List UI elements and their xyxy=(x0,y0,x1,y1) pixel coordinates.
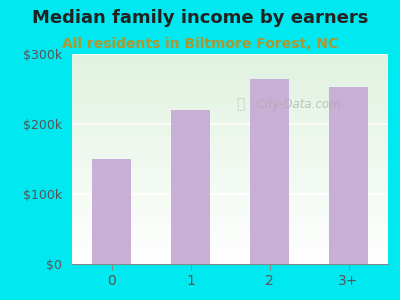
Text: City-Data.com: City-Data.com xyxy=(249,98,340,111)
Bar xyxy=(250,79,289,264)
Bar xyxy=(92,159,131,264)
Bar xyxy=(171,110,210,264)
Text: All residents in Biltmore Forest, NC: All residents in Biltmore Forest, NC xyxy=(62,38,338,52)
Text: Ⓐ: Ⓐ xyxy=(236,98,245,111)
Text: Median family income by earners: Median family income by earners xyxy=(32,9,368,27)
Bar xyxy=(329,87,368,264)
